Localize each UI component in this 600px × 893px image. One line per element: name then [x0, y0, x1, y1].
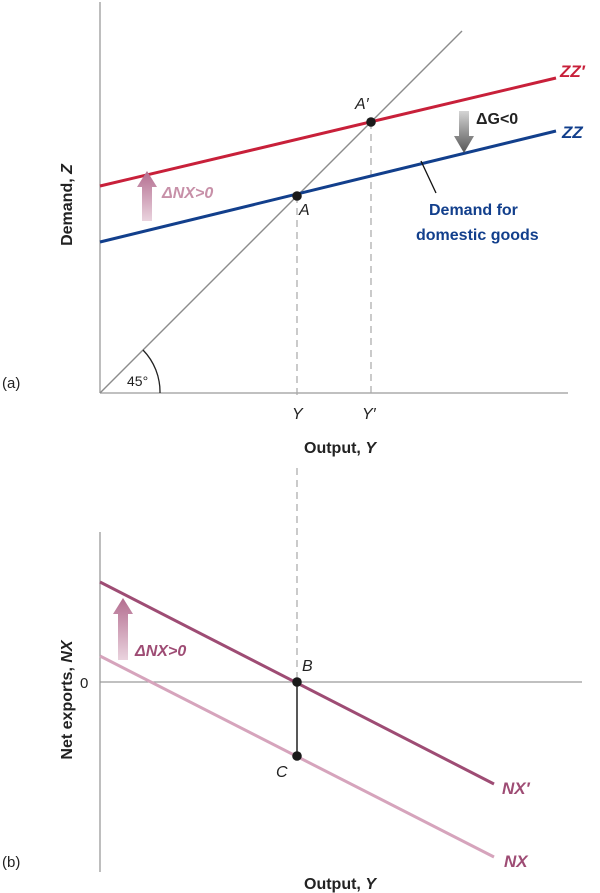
panel-a-45-degree-arc: [142, 349, 161, 394]
demand-label-line1: Demand for: [429, 202, 518, 219]
demand-label-line2: domestic goods: [416, 227, 539, 244]
delta-g-arrow: [454, 111, 474, 153]
panel-b-label: (b): [2, 854, 20, 871]
point-a-prime-label: A′: [354, 96, 370, 113]
point-c: [292, 751, 302, 761]
point-a: [292, 191, 302, 201]
zz-prime-label: ZZ′: [559, 62, 586, 81]
panel-a-x-tick-y: Y: [292, 406, 304, 423]
panel-a-label: (a): [2, 375, 20, 392]
point-b-label: B: [302, 658, 313, 675]
point-b: [292, 677, 302, 687]
delta-g-label: ΔG<0: [476, 111, 518, 128]
panel-b-y-tick-zero: 0: [80, 675, 88, 692]
panel-b-y-axis-label: Net exports, NX: [59, 639, 76, 759]
demand-label-leader: [420, 160, 437, 194]
panel-b: (b) 0 B C NX′ NX ΔNX>0 Output, Y Net exp…: [2, 532, 582, 893]
zz-label: ZZ: [561, 123, 583, 142]
panel-a-x-axis-label: Output, Y: [304, 440, 377, 457]
panel-a-45-degree-line: [99, 30, 463, 394]
point-a-label: A: [298, 202, 310, 219]
panel-a-y-axis-label: Demand, Z: [59, 163, 76, 246]
panel-b-delta-nx-label: ΔNX>0: [134, 643, 186, 660]
panel-b-x-axis-label: Output, Y: [304, 876, 377, 893]
panel-b-delta-nx-arrow: [113, 598, 133, 660]
zz-prime-line: [99, 76, 557, 188]
panel-a-angle-label: 45°: [127, 373, 148, 389]
panel-a-delta-nx-arrow: [137, 171, 157, 221]
panel-a-x-tick-y-prime: Y′: [362, 406, 377, 423]
panel-a-delta-nx-label: ΔNX>0: [161, 185, 213, 202]
nx-label: NX: [504, 852, 529, 871]
point-c-label: C: [276, 764, 288, 781]
nx-prime-label: NX′: [502, 779, 531, 798]
panel-a: (a) 45° A A′ ZZ′ ZZ ΔNX>0 ΔG<0 Demand: [2, 2, 586, 457]
zz-line: [99, 129, 557, 244]
point-a-prime: [366, 117, 376, 127]
